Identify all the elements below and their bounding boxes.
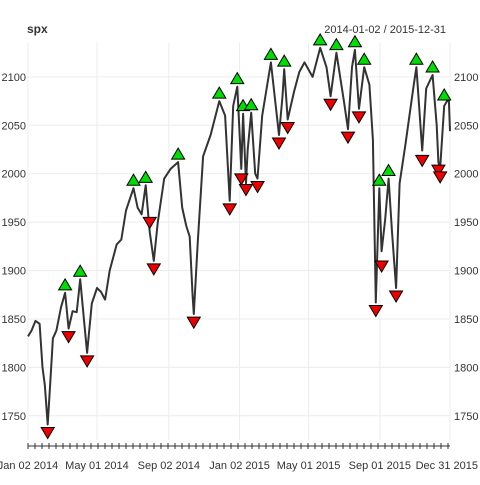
trough-marker <box>340 131 356 145</box>
y-tick-label-left: 2000 <box>2 169 26 181</box>
peak-marker <box>170 147 186 160</box>
trough-marker <box>271 137 287 150</box>
y-tick-label-right: 1800 <box>454 362 478 374</box>
trough-marker <box>222 203 238 216</box>
date-range-label: 2014-01-02 / 2015-12-31 <box>324 24 446 36</box>
trough-marker <box>280 121 296 135</box>
x-tick-label: Jan 02 2015 <box>209 460 270 472</box>
y-tick-label-right: 2100 <box>454 72 478 84</box>
y-tick-label-right: 1950 <box>454 217 478 229</box>
x-tick-label: May 01 2015 <box>277 460 341 472</box>
y-tick-label-left: 2050 <box>2 120 26 132</box>
peak-marker <box>138 170 154 183</box>
y-tick-label-right: 1900 <box>454 266 478 278</box>
peak-marker <box>72 264 88 277</box>
x-tick-label: Dec 31 2015 <box>416 460 478 472</box>
trough-marker <box>414 154 430 168</box>
price-series-line <box>27 46 451 426</box>
peak-marker <box>347 34 363 48</box>
peak-marker <box>243 97 259 111</box>
axis-layer: 1750 1750 1800 1800 1850 1850 1900 1900 1950 1950… <box>0 72 478 472</box>
y-tick-label-left: 1850 <box>2 314 26 326</box>
peak-marker <box>276 54 292 67</box>
peak-marker <box>425 59 440 73</box>
y-tick-label-left: 1750 <box>2 411 26 423</box>
trough-marker <box>323 98 338 112</box>
trough-marker <box>238 183 254 197</box>
trough-marker <box>351 111 367 124</box>
peak-marker <box>371 173 387 186</box>
peak-marker <box>329 37 344 51</box>
peak-marker <box>229 71 245 85</box>
trough-marker <box>374 260 389 273</box>
y-tick-label-left: 1950 <box>2 217 26 229</box>
x-tick-label: Sep 02 2014 <box>138 460 200 472</box>
trough-marker <box>40 427 56 440</box>
trough-marker <box>388 290 404 303</box>
trough-marker <box>233 173 249 186</box>
trough-marker <box>250 181 265 194</box>
peak-marker <box>436 88 452 101</box>
trough-marker <box>146 263 162 276</box>
trough-marker <box>61 331 76 344</box>
y-tick-label-right: 1750 <box>454 411 478 423</box>
y-tick-label-left: 1800 <box>2 362 26 374</box>
y-tick-label-left: 1900 <box>2 266 26 278</box>
peak-marker <box>381 163 396 177</box>
trough-marker <box>186 316 202 330</box>
peak-marker <box>409 52 424 65</box>
peak-marker <box>356 52 372 65</box>
trough-marker <box>431 164 446 178</box>
grid-lines <box>27 43 451 440</box>
marker-layer <box>40 32 452 440</box>
x-tick-label: Jan 02 2014 <box>0 460 58 472</box>
peak-marker <box>312 32 328 46</box>
x-tick-label: Sep 01 2015 <box>349 460 411 472</box>
trough-marker <box>142 216 158 230</box>
x-tick-label: May 01 2014 <box>65 460 129 472</box>
chart-title: spx <box>27 22 48 36</box>
trough-marker <box>368 305 384 318</box>
peak-marker <box>211 86 227 99</box>
y-tick-label-right: 2050 <box>454 120 478 132</box>
y-tick-label-right: 1850 <box>454 314 478 326</box>
peak-marker <box>126 173 141 186</box>
trough-marker <box>79 355 95 368</box>
y-tick-label-right: 2000 <box>454 169 478 181</box>
peak-marker <box>263 47 279 60</box>
series-layer <box>27 46 451 426</box>
y-tick-label-left: 2100 <box>2 72 26 84</box>
trough-marker <box>432 171 448 184</box>
peak-marker <box>57 277 73 291</box>
